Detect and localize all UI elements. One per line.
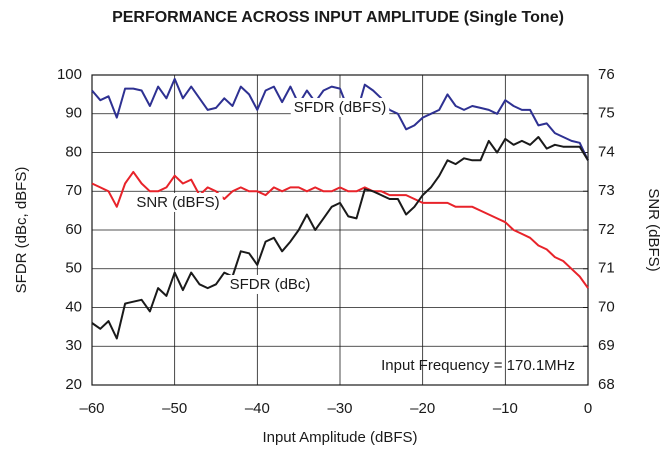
annotation: SFDR (dBc): [230, 276, 311, 293]
y2-tick-label: 73: [598, 182, 615, 199]
x-tick-label: –60: [79, 400, 104, 417]
x-tick-label: –50: [162, 400, 187, 417]
annotation-bg: [290, 97, 390, 117]
y2-tick-label: 76: [598, 66, 615, 83]
series-line: [91, 77, 589, 161]
y2-tick-label: 75: [598, 105, 615, 122]
x-tick-label: 0: [584, 400, 592, 417]
y-axis-label: SFDR (dBc, dBFS): [13, 167, 30, 294]
series-line: [91, 136, 589, 340]
x-axis-label: Input Amplitude (dBFS): [262, 429, 417, 446]
y-tick-label: 60: [65, 221, 82, 238]
y-tick-label: 20: [65, 376, 82, 393]
annotation-bg: [133, 192, 223, 212]
y-tick-label: 90: [65, 105, 82, 122]
y2-tick-label: 68: [598, 376, 615, 393]
y-tick-label: 100: [57, 66, 82, 83]
annotation: SNR (dBFS): [136, 194, 219, 211]
y-tick-label: 40: [65, 298, 82, 315]
annotation: SFDR (dBFS): [294, 99, 387, 116]
y2-tick-label: 69: [598, 337, 615, 354]
x-tick-label: –20: [410, 400, 435, 417]
x-tick-label: –30: [327, 400, 352, 417]
y2-axis-label: SNR (dBFS): [645, 188, 662, 271]
annotation-bg: [226, 274, 314, 294]
y2-tick-label: 71: [598, 260, 615, 277]
y-tick-label: 80: [65, 143, 82, 160]
y2-tick-label: 72: [598, 221, 615, 238]
y2-tick-label: 70: [598, 298, 615, 315]
series-line: [91, 170, 589, 289]
y-tick-label: 30: [65, 337, 82, 354]
y2-tick-label: 74: [598, 143, 615, 160]
x-tick-label: –10: [493, 400, 518, 417]
x-tick-label: –40: [245, 400, 270, 417]
y-tick-label: 50: [65, 260, 82, 277]
chart-title: PERFORMANCE ACROSS INPUT AMPLITUDE (Sing…: [112, 9, 564, 26]
y-tick-label: 70: [65, 182, 82, 199]
annotation: Input Frequency = 170.1MHz: [381, 357, 575, 374]
plot-frame: [91, 74, 589, 386]
